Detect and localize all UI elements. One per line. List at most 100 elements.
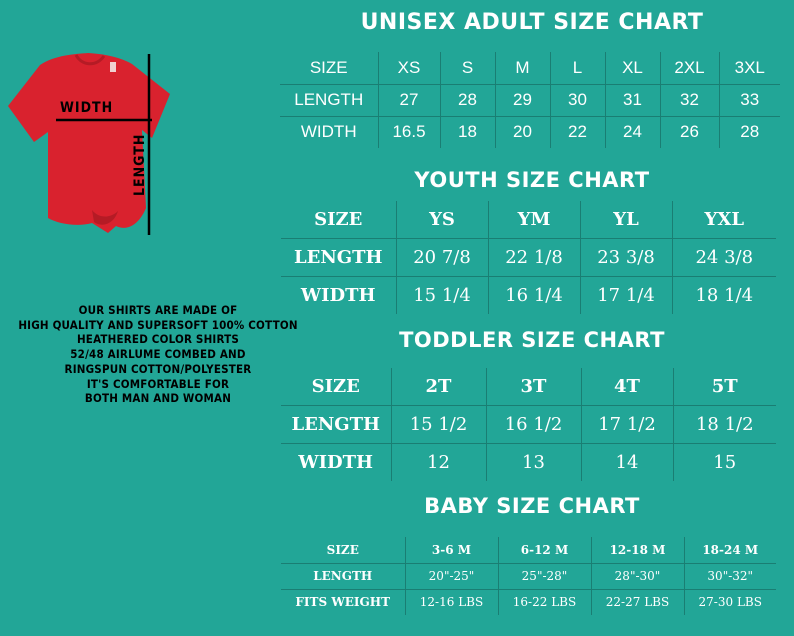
adult-table-cell: XS [378,52,441,85]
adult-table-cell: 28 [440,84,496,117]
toddler-chart-title: TODDLER SIZE CHART [399,328,665,352]
baby-row-label: FITS WEIGHT [281,589,406,615]
youth-row-label: WIDTH [281,276,397,314]
adult-row-label: LENGTH [280,84,379,117]
baby-table-cell: 12-16 LBS [405,589,499,615]
toddler-table-cell: 2T [391,368,487,406]
adult-table-cell: 28 [740,122,760,142]
tshirt-illustration: WIDTH LENGTH [8,53,170,235]
toddler-table-cell: 16 1/2 [486,405,582,444]
youth-table-body: SIZE YS YM YL YXL LENGTH 20 7/8 22 1/8 23 3/8 24 … [281,201,776,314]
adult-table-cell: L [550,52,606,85]
youth-table-cell: YM [488,201,581,239]
youth-table-cell: 24 3/8 [672,238,776,277]
baby-row-label: LENGTH [281,563,406,590]
width-label: WIDTH [60,100,113,116]
youth-table-cell: 22 1/8 [488,238,581,277]
toddler-table-cell: 12 [391,443,487,481]
baby-table-cell: 6-12 M [498,537,592,564]
youth-table-cell: YXL [672,201,776,239]
baby-table-body: SIZE 3-6 M 6-12 M 12-18 M 18-24 M LENGTH 20"-2… [281,537,776,615]
baby-table-row: FITS WEIGHT 12-16 LBS 16-22 LBS 22-27 LBS 27… [281,589,776,615]
toddler-table-row: WIDTH 12 13 14 15 [281,443,776,481]
fabric-note-line: RINGSPUN COTTON/POLYESTER [64,361,252,376]
adult-table-cell: 32 [660,84,720,117]
adult-table-cell: 29 [495,84,551,117]
baby-table-cell: 22-27 LBS [591,589,685,615]
toddler-table-row: LENGTH 15 1/2 16 1/2 17 1/2 18 1/2 [281,405,776,444]
adult-table-cell: S [440,52,496,85]
toddler-table-body: SIZE 2T 3T 4T 5T LENGTH 15 1/2 16 1/2 17 1/2 18 1… [281,368,776,481]
youth-table-row: LENGTH 20 7/8 22 1/8 23 3/8 24 3/8 [281,238,776,277]
length-label: LENGTH [132,134,148,196]
baby-table-cell: 30"-32" [684,563,776,590]
toddler-table-cell: 5T [673,368,776,406]
baby-table-cell: 28"-30" [591,563,685,590]
youth-table-cell: 17 1/4 [580,276,673,314]
adult-table-cell: 20 [495,116,551,148]
fabric-note-line: HEATHERED COLOR SHIRTS [76,332,240,347]
adult-table-cell: 24 [605,116,661,148]
baby-table-cell: 20"-25" [405,563,499,590]
baby-table-cell: 16-22 LBS [498,589,592,615]
youth-row-label: SIZE [281,201,397,239]
baby-row-label: SIZE [281,537,406,564]
baby-table-cell: 27-30 LBS [698,595,762,610]
fabric-note: OUR SHIRTS ARE MADE OF HIGH QUALITY AND … [8,303,308,406]
baby-table-row: SIZE 3-6 M 6-12 M 12-18 M 18-24 M [281,537,776,564]
tshirt-knot [92,210,118,225]
adult-table-cell: XL [605,52,661,85]
youth-table-cell: 18 1/4 [695,284,754,306]
toddler-row-label: WIDTH [281,443,392,481]
youth-chart-title: YOUTH SIZE CHART [414,168,650,192]
adult-table-cell: 2XL [660,52,720,85]
baby-table-cell: 25"-28" [498,563,592,590]
adult-table-cell: M [495,52,551,85]
toddler-table-cell: 15 1/2 [391,405,487,444]
toddler-row-label: LENGTH [281,405,392,444]
tshirt-body [8,53,170,233]
fabric-note-line: 52/48 AIRLUME COMBED AND [70,347,246,362]
youth-table-cell: 23 3/8 [580,238,673,277]
adult-table-row: SIZE XS S M L XL 2XL 3XL [280,52,780,85]
fabric-note-line: OUR SHIRTS ARE MADE OF [78,303,238,317]
adult-table-row: WIDTH 16.5 18 20 22 24 26 28 [280,116,780,148]
adult-row-label: WIDTH [280,116,379,148]
adult-table-cell: 26 [660,116,720,148]
toddler-table-cell: 3T [486,368,582,406]
toddler-table-cell: 4T [581,368,674,406]
toddler-table-cell: 13 [486,443,582,481]
adult-table-cell: 27 [378,84,441,117]
toddler-table-row: SIZE 2T 3T 4T 5T [281,368,776,406]
baby-table-row: LENGTH 20"-25" 25"-28" 28"-30" 30"-32" [281,563,776,590]
adult-table-cell: 22 [550,116,606,148]
adult-table-cell: 3XL [719,52,780,85]
youth-size-table: SIZE YS YM YL YXL LENGTH 20 7/8 22 1/8 23 3/8 24 … [281,201,776,314]
adult-table-cell: 31 [605,84,661,117]
adult-table-cell: 30 [550,84,606,117]
youth-row-label: LENGTH [281,238,397,277]
youth-table-cell: 16 1/4 [488,276,581,314]
youth-table-row: SIZE YS YM YL YXL [281,201,776,239]
adult-table-row: LENGTH 27 28 29 30 31 32 33 [280,84,780,117]
baby-table-cell: 18-24 M [684,537,776,564]
youth-table-cell: YS [396,201,489,239]
toddler-row-label: SIZE [281,368,392,406]
baby-chart-title: BABY SIZE CHART [424,494,640,518]
toddler-table-cell: 14 [581,443,674,481]
adult-table-cell: 33 [719,84,780,117]
baby-size-table: SIZE 3-6 M 6-12 M 12-18 M 18-24 M LENGTH 20"-2… [281,537,776,615]
baby-table-cell: 12-18 M [591,537,685,564]
toddler-size-table: SIZE 2T 3T 4T 5T LENGTH 15 1/2 16 1/2 17 1/2 18 1… [281,368,776,481]
youth-table-cell: 20 7/8 [396,238,489,277]
youth-table-cell: YL [580,201,673,239]
adult-size-table: SIZE XS S M L XL 2XL 3XL LENGTH 27 28 29 30 31 32 33 WID… [280,52,780,148]
adult-table-body: SIZE XS S M L XL 2XL 3XL LENGTH 27 28 29 30 31 32 33 WID… [280,52,780,148]
fabric-note-line: BOTH MAN AND WOMAN [84,391,232,406]
adult-row-label: SIZE [280,52,379,85]
toddler-table-cell: 17 1/2 [581,405,674,444]
youth-table-cell: 15 1/4 [396,276,489,314]
adult-table-cell: 16.5 [378,116,441,148]
baby-table-cell: 3-6 M [405,537,499,564]
tshirt-tag [110,62,116,72]
